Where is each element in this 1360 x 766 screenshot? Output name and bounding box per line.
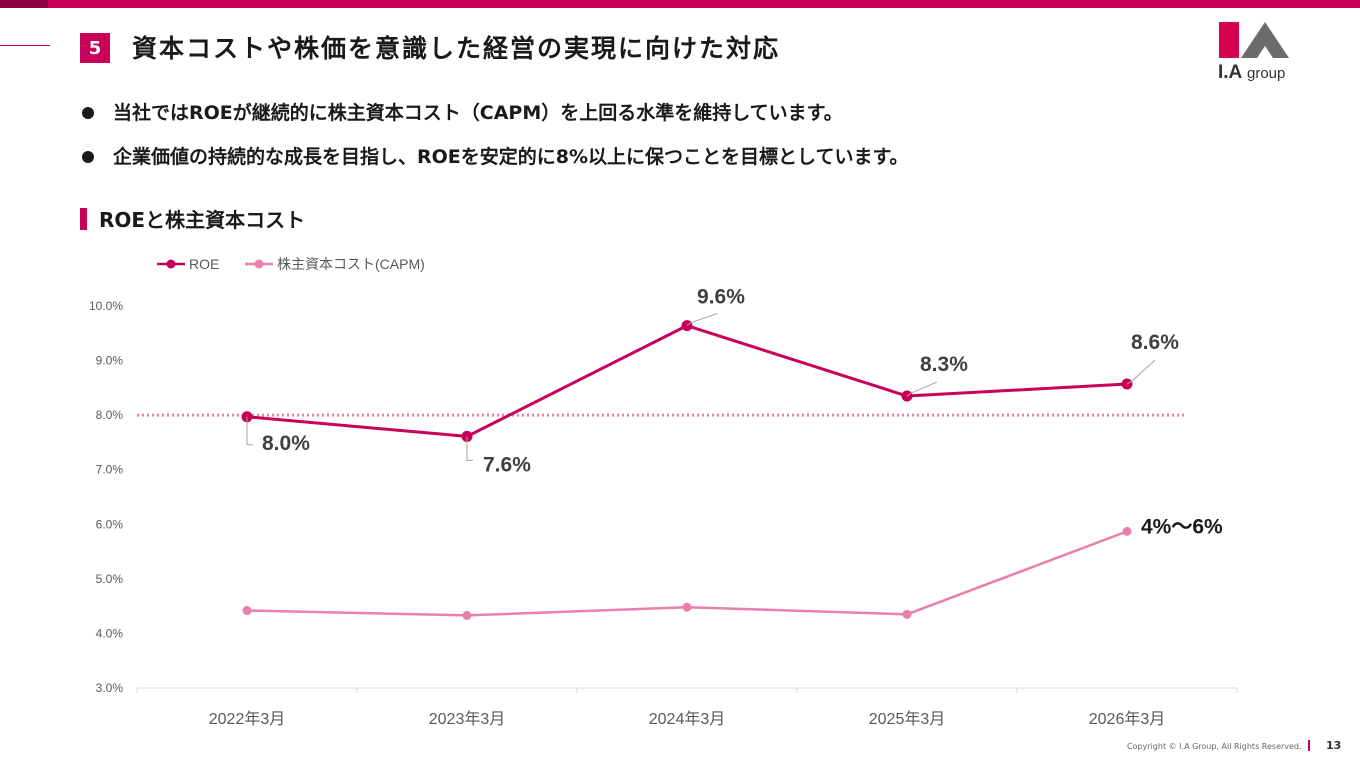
logo-gray-triangle (1241, 22, 1289, 58)
bullet-text: 当社ではROEが継続的に株主資本コスト（CAPM）を上回る水準を維持しています。 (113, 102, 843, 124)
top-accent-bar-dark (0, 0, 48, 8)
y-tick-label: 7.0% (96, 463, 124, 477)
y-tick-label: 6.0% (96, 517, 124, 531)
bullet-text: 企業価値の持続的な成長を目指し、ROEを安定的に8%以上に保つことを目標としてい… (113, 146, 909, 168)
capm-point (902, 609, 912, 619)
bullet-item: 企業価値の持続的な成長を目指し、ROEを安定的に8%以上に保つことを目標としてい… (80, 142, 909, 172)
capm-point (682, 602, 692, 612)
bullet-item: 当社ではROEが継続的に株主資本コスト（CAPM）を上回る水準を維持しています。 (80, 98, 909, 128)
x-tick-label: 2025年3月 (869, 710, 946, 728)
legend-swatch-marker (166, 259, 176, 269)
roe-label-leader (466, 436, 473, 461)
bullet-dot-icon (82, 107, 94, 119)
x-tick-label: 2024年3月 (649, 710, 726, 728)
capm-point (462, 610, 472, 620)
logo-red-block (1219, 22, 1239, 58)
roe-data-label: 7.6% (483, 453, 531, 476)
page-number: 13 (1326, 739, 1342, 752)
x-tick-label: 2026年3月 (1089, 710, 1166, 728)
copyright-text: Copyright © I.A Group, All Rights Reserv… (1127, 742, 1302, 751)
roe-data-label: 9.6% (697, 286, 745, 309)
roe-label-leader (686, 313, 718, 327)
roe-line (246, 324, 1128, 438)
capm-point (1122, 526, 1132, 536)
y-tick-label: 5.0% (96, 572, 124, 586)
roe-label-leader (1126, 359, 1156, 385)
roe-data-label: 8.6% (1131, 331, 1179, 354)
capm-range-label: 4%〜6% (1141, 515, 1223, 538)
bullet-dot-icon (82, 151, 94, 163)
footer-divider (1308, 740, 1310, 751)
roe-point (681, 320, 693, 332)
roe-capm-line-chart: 3.0% 4.0% 5.0% 6.0% 7.0% 8.0% 9.0% 10.0% 2022年3月… (89, 256, 1238, 728)
section-number: 5 (80, 33, 110, 63)
ia-group-logo: I.A group (1218, 22, 1289, 82)
y-tick-label: 3.0% (96, 681, 124, 695)
legend-swatch-marker (254, 259, 264, 269)
title-rule (0, 45, 50, 46)
section-heading: ROEと株主資本コスト (80, 204, 305, 233)
roe-data-label: 8.3% (920, 353, 968, 376)
roe-label-leader (906, 381, 938, 397)
roe-data-label: 8.0% (262, 432, 310, 455)
logo-group-text: group (1247, 65, 1285, 82)
legend-label: 株主資本コスト(CAPM) (277, 256, 425, 272)
x-tick-label: 2022年3月 (209, 710, 286, 728)
x-tick-label: 2023年3月 (429, 710, 506, 728)
top-accent-bar (0, 0, 1360, 8)
y-tick-label: 9.0% (96, 354, 124, 368)
y-tick-label: 8.0% (96, 408, 124, 422)
legend-label: ROE (189, 256, 219, 272)
y-tick-label: 10.0% (89, 299, 123, 313)
y-tick-label: 4.0% (96, 626, 124, 640)
page-title: 資本コストや株価を意識した経営の実現に向けた対応 (132, 34, 781, 63)
bullet-list: 当社ではROEが継続的に株主資本コスト（CAPM）を上回る水準を維持しています。… (80, 98, 909, 186)
section-heading-text: ROEと株主資本コスト (99, 208, 306, 232)
roe-label-leader (246, 416, 253, 446)
section-heading-marker (80, 207, 87, 230)
capm-point (242, 606, 252, 616)
logo-text: I.A (1218, 62, 1243, 82)
